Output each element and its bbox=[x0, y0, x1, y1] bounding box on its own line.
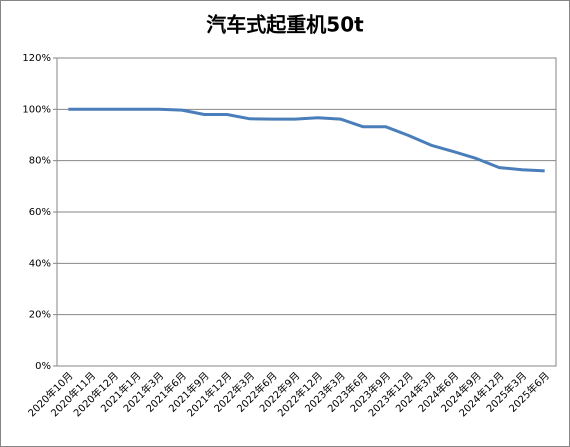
y-tick-label: 120% bbox=[22, 53, 51, 64]
y-tick-label: 0% bbox=[35, 361, 51, 372]
y-tick-label: 100% bbox=[22, 104, 51, 115]
chart-title: 汽车式起重机50t bbox=[206, 13, 364, 37]
y-tick-label: 80% bbox=[29, 156, 51, 167]
y-tick-label: 40% bbox=[29, 258, 51, 269]
line-series bbox=[68, 107, 545, 173]
y-tick-label: 60% bbox=[29, 207, 51, 218]
y-tick-label: 20% bbox=[29, 310, 51, 321]
